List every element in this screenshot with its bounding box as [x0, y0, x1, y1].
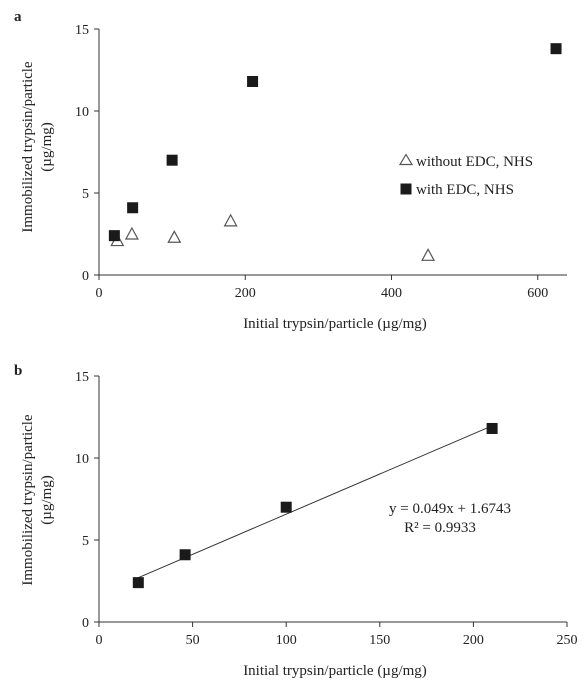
legend-label-with-edc-nhs: with EDC, NHS	[416, 182, 514, 198]
panel-b-x-tick-label: 100	[276, 633, 297, 648]
trendline-r-squared: R² = 0.9933	[404, 520, 476, 536]
panel-b-x-tick-label: 0	[96, 633, 103, 648]
panel-a-point-filled-square	[108, 230, 120, 242]
panel-b-x-tick-label: 200	[463, 633, 484, 648]
panel-a-plot-area: 0 5 10 15 0 200 400 600	[75, 23, 567, 301]
panel-a-y-tick-label: 5	[82, 187, 89, 202]
legend-open-triangle-icon	[398, 153, 414, 166]
panel-a-y-axis-title-group: Immobilized trypsin/particle (µg/mg)	[20, 61, 55, 233]
panel-b-y-tick-label: 0	[82, 616, 89, 631]
panel-b-y-tick-label: 5	[82, 534, 89, 549]
panel-a-chart: a 0 5 10 15 0 200 400 600 Initial trypsin/parti…	[14, 9, 567, 332]
panel-b-x-tick-label: 50	[186, 633, 200, 648]
panel-a-x-tick-label: 600	[527, 286, 548, 301]
panel-b-point-filled-square	[486, 422, 498, 434]
panel-b-y-tick-label: 15	[75, 370, 89, 385]
panel-a-legend: without EDC, NHS with EDC, NHS	[398, 153, 533, 198]
panel-a-y-tick-label: 0	[82, 269, 89, 284]
panel-a-point-filled-square	[247, 75, 259, 87]
panel-b-y-axis-title-group: Immobilized trypsin/particle (µg/mg)	[20, 414, 55, 586]
panel-b-trendline	[138, 425, 493, 579]
panel-a-point-filled-square	[127, 202, 139, 214]
panel-b-point-filled-square	[280, 501, 292, 513]
panel-a-x-axis-title: Initial trypsin/particle (µg/mg)	[243, 316, 427, 332]
panel-a-y-tick-label: 10	[75, 105, 89, 120]
panel-b-y-axis-title-line2: (µg/mg)	[39, 475, 55, 524]
panel-b-x-axis-title: Initial trypsin/particle (µg/mg)	[243, 663, 427, 679]
panel-b-point-filled-square	[179, 549, 191, 561]
panel-a-x-tick-label: 0	[96, 286, 103, 301]
legend-label-without-edc-nhs: without EDC, NHS	[416, 154, 533, 170]
panel-a-x-tick-label: 200	[235, 286, 256, 301]
legend-filled-square-icon	[400, 183, 412, 195]
panel-a-point-open-triangle	[124, 226, 139, 240]
panel-a-point-open-triangle	[421, 248, 436, 261]
panel-a-y-axis-title: Immobilized trypsin/particle	[20, 61, 36, 233]
panel-b-y-tick-label: 10	[75, 452, 89, 467]
panel-a-y-tick-label: 15	[75, 23, 89, 38]
panel-a-y-axis-title-line2: (µg/mg)	[39, 122, 55, 171]
panel-a-point-filled-square	[166, 154, 178, 166]
panel-b-x-tick-label: 150	[369, 633, 390, 648]
panel-a-point-filled-square	[550, 43, 562, 55]
panel-b-x-tick-label: 250	[557, 633, 578, 648]
panel-b-y-axis-title: Immobilized trypsin/particle	[20, 414, 36, 586]
trendline-equation: y = 0.049x + 1.6743	[389, 501, 511, 517]
panel-b-letter: b	[14, 363, 22, 379]
panel-a-point-open-triangle	[223, 213, 238, 227]
panel-a-point-open-triangle	[167, 230, 182, 243]
panel-a-x-tick-label: 400	[381, 286, 402, 301]
panel-b-point-filled-square	[132, 577, 144, 589]
panel-a-letter: a	[14, 9, 22, 25]
